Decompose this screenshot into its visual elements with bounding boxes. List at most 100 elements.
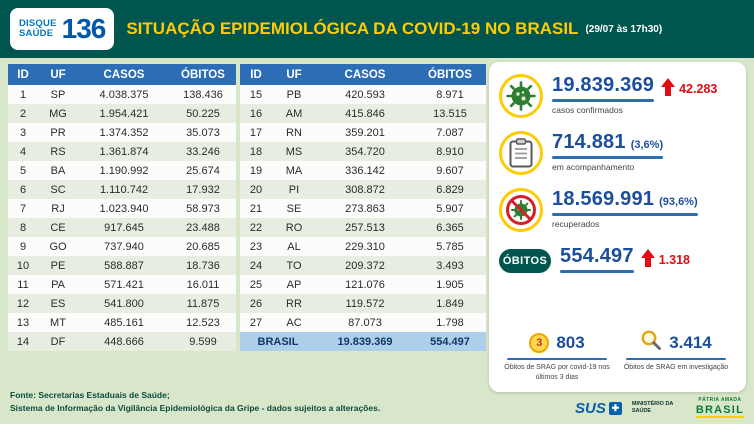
- table-cell: CE: [38, 218, 78, 237]
- table-row: 16 AM 415.846 13.515: [240, 104, 486, 123]
- column-header: CASOS: [78, 64, 170, 85]
- table-cell: 4.038.375: [78, 85, 170, 104]
- table-cell: 50.225: [170, 104, 236, 123]
- three-days-icon: 3: [529, 332, 550, 353]
- table-cell: 737.940: [78, 237, 170, 256]
- header-bar: DISQUE SAÚDE 136 SITUAÇÃO EPIDEMIOLÓGICA…: [0, 0, 754, 58]
- srag-deaths-value: 803: [556, 332, 585, 352]
- table-cell: 1.849: [414, 294, 486, 313]
- table-cell: 448.666: [78, 332, 170, 351]
- table-cell: 18: [240, 142, 272, 161]
- table-cell: SE: [272, 199, 316, 218]
- table-cell: 18.736: [170, 256, 236, 275]
- update-timestamp: (29/07 às 17h30): [585, 23, 663, 35]
- table-cell: 2: [8, 104, 38, 123]
- source-note: Fonte: Secretarias Estaduais de Saúde; S…: [10, 389, 380, 416]
- table-cell: 1.954.421: [78, 104, 170, 123]
- states-table-right: ID UF CASOS ÓBITOS 15 PB 420.593 8.971 16 AM 415.…: [240, 64, 486, 351]
- table-cell: 229.310: [316, 237, 414, 256]
- srag-investigation-caption: Óbitos de SRAG em investigação: [623, 364, 729, 372]
- table-row: 15 PB 420.593 8.971: [240, 85, 486, 104]
- table-cell: 23: [240, 237, 272, 256]
- table-cell: 13: [8, 313, 38, 332]
- table-cell: 1.110.742: [78, 180, 170, 199]
- table-cell: AC: [272, 313, 316, 332]
- srag-deaths-3days: 3 803 Óbitos de SRAG por covid-19 nos úl…: [499, 330, 615, 382]
- page-title: SITUAÇÃO EPIDEMIOLÓGICA DA COVID-19 NO B…: [126, 19, 579, 38]
- recovered-underline: [552, 213, 698, 216]
- table-cell: 257.513: [316, 218, 414, 237]
- table-row: 3 PR 1.374.352 35.073: [8, 123, 236, 142]
- table-cell: 8: [8, 218, 38, 237]
- table-cell: RN: [272, 123, 316, 142]
- table-cell: 5: [8, 161, 38, 180]
- table-cell: AM: [272, 104, 316, 123]
- table-row: 8 CE 917.645 23.488: [8, 218, 236, 237]
- table-cell: 1.798: [414, 313, 486, 332]
- source-line2: Sistema de Informação da Vigilância Epid…: [10, 403, 381, 414]
- table-cell: 420.593: [316, 85, 414, 104]
- source-line1: Fonte: Secretarias Estaduais de Saúde;: [10, 389, 170, 400]
- table-row: 1 SP 4.038.375 138.436: [8, 85, 236, 104]
- column-header: ÓBITOS: [414, 64, 486, 85]
- table-row: 12 ES 541.800 11.875: [8, 294, 236, 313]
- brasil-line1: PÁTRIA AMADA: [698, 397, 742, 404]
- table-cell: 20.685: [170, 237, 236, 256]
- brasil-logo: PÁTRIA AMADA BRASIL: [695, 397, 744, 418]
- sus-cross-icon: ✚: [608, 401, 622, 415]
- table-row: 20 PI 308.872 6.829: [240, 180, 486, 199]
- stat-monitoring: 714.881 (3,6%) em acompanhamento: [499, 131, 738, 175]
- recovered-percent: (93,6%): [659, 196, 698, 208]
- disque-saude-logo: DISQUE SAÚDE 136: [10, 8, 115, 50]
- table-row: 11 PA 571.421 16.011: [8, 275, 236, 294]
- clipboard-icon: [499, 131, 543, 175]
- table-cell: AL: [272, 237, 316, 256]
- table-cell: 33.246: [170, 142, 236, 161]
- table-cell: 13.515: [414, 104, 486, 123]
- table-row: 9 GO 737.940 20.685: [8, 237, 236, 256]
- table-cell: 11: [8, 275, 38, 294]
- table-cell: AP: [272, 275, 316, 294]
- table-cell: 138.436: [170, 85, 236, 104]
- table-cell: 21: [240, 199, 272, 218]
- disque-saude-label: DISQUE SAÚDE: [19, 18, 57, 40]
- obitos-badge: ÓBITOS: [499, 249, 551, 273]
- table-row: 23 AL 229.310 5.785: [240, 237, 486, 256]
- table-cell: 24: [240, 256, 272, 275]
- table-cell: SC: [38, 180, 78, 199]
- table-cell: 22: [240, 218, 272, 237]
- deaths-value: 554.497: [560, 245, 634, 267]
- monitoring-value: 714.881: [552, 131, 626, 153]
- states-table-left: ID UF CASOS ÓBITOS 1 SP 4.038.375 138.436 2 MG 1.…: [8, 64, 236, 351]
- table-cell: 58.973: [170, 199, 236, 218]
- table-cell: BA: [38, 161, 78, 180]
- srag-stats: 3 803 Óbitos de SRAG por covid-19 nos úl…: [499, 330, 738, 384]
- column-header: UF: [272, 64, 316, 85]
- column-header: ID: [240, 64, 272, 85]
- srag-investigation-value: 3.414: [669, 332, 712, 352]
- table-cell: PA: [38, 275, 78, 294]
- table-cell: 16.011: [170, 275, 236, 294]
- table-cell: DF: [38, 332, 78, 351]
- monitoring-underline: [552, 156, 664, 159]
- table-cell: 3: [8, 123, 38, 142]
- table-cell: 9: [8, 237, 38, 256]
- table-cell: PB: [272, 85, 316, 104]
- table-cell: PI: [272, 180, 316, 199]
- table-cell: 9.607: [414, 161, 486, 180]
- table-cell: PR: [38, 123, 78, 142]
- table-cell: MA: [272, 161, 316, 180]
- table-cell: 25: [240, 275, 272, 294]
- column-header: ID: [8, 64, 38, 85]
- table-cell: 7: [8, 199, 38, 218]
- table-row: 13 MT 485.161 12.523: [8, 313, 236, 332]
- table-cell: RS: [38, 142, 78, 161]
- srag-investigation-line: 3.414: [640, 330, 712, 356]
- table-row: 14 DF 448.666 9.599: [8, 332, 236, 351]
- table-cell: GO: [38, 237, 78, 256]
- table-cell: RO: [272, 218, 316, 237]
- table-row: 7 RJ 1.023.940 58.973: [8, 199, 236, 218]
- confirmed-value: 19.839.369: [552, 74, 655, 96]
- table-cell: 273.863: [316, 199, 414, 218]
- table-cell: 9.599: [170, 332, 236, 351]
